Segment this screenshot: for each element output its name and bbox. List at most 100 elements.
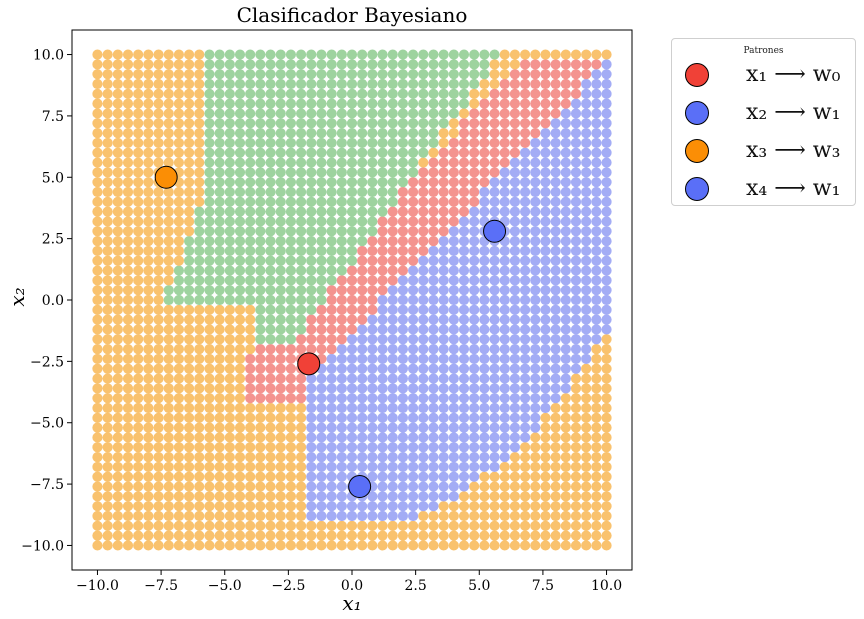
grid-point (509, 275, 520, 286)
grid-point (397, 402, 408, 414)
grid-point (285, 491, 296, 502)
grid-point (255, 393, 266, 404)
grid-point (428, 294, 439, 306)
grid-point (173, 98, 184, 109)
grid-point (214, 471, 225, 482)
grid-point (133, 491, 144, 502)
grid-point (285, 363, 296, 374)
grid-point (397, 177, 408, 188)
grid-point (133, 383, 144, 394)
grid-point (306, 540, 317, 551)
grid-point (387, 78, 398, 90)
grid-point (509, 432, 520, 443)
grid-point (346, 383, 358, 394)
grid-point (234, 196, 246, 207)
grid-point (540, 98, 551, 109)
grid-point (560, 402, 571, 414)
grid-point (184, 265, 195, 276)
grid-point (581, 344, 592, 355)
grid-point (428, 491, 439, 502)
grid-point (408, 471, 419, 482)
grid-point (306, 88, 317, 99)
grid-point (122, 491, 134, 502)
grid-point (397, 324, 408, 335)
grid-point (377, 137, 388, 148)
grid-point (357, 275, 368, 286)
grid-point (194, 275, 205, 286)
grid-point (275, 402, 286, 414)
grid-point (234, 324, 246, 335)
grid-point (469, 471, 480, 482)
grid-point (428, 383, 439, 394)
grid-point (591, 353, 602, 364)
grid-point (204, 216, 215, 227)
grid-point (265, 206, 276, 217)
grid-point (509, 491, 520, 502)
grid-point (224, 294, 235, 306)
grid-point (234, 118, 246, 129)
grid-point (234, 108, 246, 119)
grid-point (438, 245, 449, 256)
grid-point (255, 353, 266, 364)
grid-point (428, 412, 439, 423)
grid-point (234, 452, 246, 463)
legend-item-x4: x₄ ⟶ w₁ (672, 175, 855, 205)
grid-point (306, 226, 317, 237)
grid-point (275, 137, 286, 148)
grid-point (540, 344, 551, 355)
grid-point (122, 353, 134, 364)
grid-point (306, 186, 317, 198)
grid-point (418, 422, 429, 433)
grid-point (184, 88, 195, 99)
grid-point (306, 275, 317, 286)
grid-point (560, 510, 571, 522)
grid-point (275, 49, 286, 60)
grid-point (601, 255, 612, 266)
grid-point (122, 285, 134, 296)
grid-point (275, 157, 286, 168)
grid-point (377, 128, 388, 139)
grid-point (499, 186, 510, 198)
grid-point (438, 412, 449, 423)
grid-point (143, 206, 154, 217)
grid-point (285, 206, 296, 217)
grid-point (306, 78, 317, 90)
grid-point (469, 128, 480, 139)
grid-point (285, 236, 296, 247)
grid-point (265, 373, 276, 384)
grid-point (499, 402, 510, 414)
grid-point (194, 206, 205, 217)
grid-point (143, 59, 154, 70)
grid-point (92, 353, 103, 364)
grid-point (479, 393, 490, 404)
grid-point (112, 471, 123, 482)
grid-point (377, 510, 388, 522)
grid-point (245, 501, 256, 512)
grid-point (489, 452, 500, 463)
grid-point (194, 285, 205, 296)
grid-point (265, 69, 276, 80)
grid-point (520, 314, 531, 325)
grid-point (92, 481, 103, 492)
legend-label-x1: x₁ ⟶ w₀ (746, 62, 841, 87)
grid-point (550, 167, 561, 178)
grid-point (346, 108, 358, 119)
grid-point (479, 294, 490, 306)
grid-point (499, 108, 510, 119)
grid-point (275, 98, 286, 109)
grid-point (92, 540, 103, 551)
grid-point (489, 432, 500, 443)
grid-point (367, 294, 378, 306)
grid-point (214, 510, 225, 522)
grid-point (550, 520, 561, 531)
grid-point (214, 78, 225, 90)
grid-point (570, 471, 582, 482)
grid-point (346, 59, 358, 70)
grid-point (448, 206, 459, 217)
grid-point (92, 265, 103, 276)
grid-point (387, 344, 398, 355)
grid-point (489, 245, 500, 256)
grid-point (153, 334, 164, 345)
grid-point (367, 501, 378, 512)
grid-point (540, 118, 551, 129)
